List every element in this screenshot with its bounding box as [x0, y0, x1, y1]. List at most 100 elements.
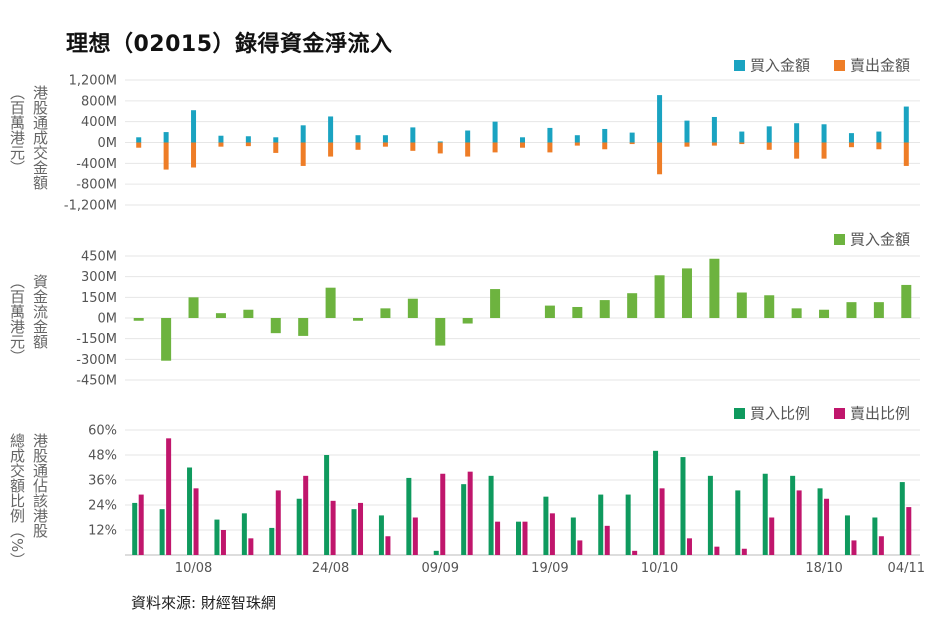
bar-1-1-17 [602, 128, 608, 143]
bar-3-1-0 [132, 502, 138, 555]
bar-3-1-4 [241, 513, 247, 555]
bar-3-1-10 [406, 477, 412, 555]
y-tick-label: 12% [88, 524, 117, 539]
bar-1-1-14 [520, 137, 525, 143]
bar-1-1-5 [273, 137, 279, 143]
bar-3-1-26 [844, 515, 850, 555]
bar-3-2-25 [824, 498, 830, 555]
legend-swatch [834, 408, 845, 419]
bar-2-1-2 [188, 297, 199, 318]
bar-3-1-23 [762, 473, 768, 555]
bar-1-1-24 [794, 123, 800, 143]
bar-3-2-28 [906, 507, 912, 555]
bar-3-1-27 [872, 517, 878, 555]
bar-1-2-2 [191, 142, 197, 168]
bar-1-2-23 [766, 142, 772, 150]
bar-2-1-0 [133, 318, 144, 321]
bar-3-2-4 [248, 538, 254, 555]
bar-3-1-18 [625, 494, 631, 555]
bar-1-2-22 [739, 142, 745, 145]
x-tick-label: 04/11 [888, 561, 925, 576]
bar-3-2-11 [440, 473, 446, 555]
legend-swatch [734, 60, 745, 71]
bar-3-2-3 [220, 530, 226, 555]
y-axis-label: 資金流金額 [31, 274, 49, 349]
bar-3-2-22 [741, 548, 747, 555]
bar-3-2-0 [138, 494, 144, 555]
bar-3-1-17 [598, 494, 604, 555]
bar-1-1-13 [492, 121, 498, 143]
x-tick-label: 10/10 [641, 561, 678, 576]
bar-2-1-13 [490, 289, 501, 318]
bar-2-1-8 [353, 318, 364, 321]
bar-1-1-2 [191, 110, 197, 143]
y-tick-label: 300M [81, 270, 117, 285]
bar-2-1-25 [819, 309, 830, 318]
bar-1-1-0 [136, 137, 142, 143]
bar-1-1-16 [574, 135, 580, 143]
legend-swatch [834, 60, 845, 71]
bar-3-2-2 [193, 488, 199, 555]
bar-1-1-11 [437, 141, 443, 143]
bar-3-2-16 [577, 540, 583, 555]
bar-2-1-19 [654, 275, 665, 318]
bar-1-1-23 [766, 126, 772, 143]
bar-1-2-17 [602, 142, 608, 150]
bar-3-2-9 [385, 536, 391, 555]
bar-3-1-25 [817, 488, 823, 555]
legend-swatch [834, 234, 845, 245]
bar-1-2-15 [547, 142, 553, 153]
legend-swatch [734, 408, 745, 419]
bar-1-2-16 [574, 142, 580, 146]
legend-label: 買入比例 [750, 405, 810, 423]
bar-2-1-6 [298, 318, 309, 336]
bar-1-1-26 [848, 133, 854, 143]
bar-3-1-16 [570, 517, 576, 555]
bar-1-2-28 [903, 142, 909, 166]
bar-1-1-21 [711, 116, 717, 143]
y-axis-label: 總成交額比例（%） [8, 432, 26, 567]
bar-3-2-21 [714, 546, 720, 555]
bar-3-1-5 [269, 527, 275, 555]
bar-2-1-22 [736, 292, 747, 318]
bar-3-2-26 [851, 540, 857, 555]
bar-1-2-1 [163, 142, 169, 170]
y-tick-label: 150M [81, 291, 117, 306]
bar-3-2-1 [166, 438, 172, 555]
x-tick-label: 18/10 [805, 561, 842, 576]
bar-3-1-12 [461, 484, 467, 555]
bar-2-1-27 [873, 302, 884, 318]
bar-1-2-6 [300, 142, 306, 166]
legend-label: 買入金額 [850, 231, 910, 249]
bar-1-2-14 [520, 142, 525, 148]
bar-3-2-23 [769, 517, 775, 555]
bar-3-1-9 [378, 515, 384, 555]
y-tick-label: -150M [76, 332, 117, 347]
bar-1-2-4 [245, 142, 251, 147]
y-tick-label: -300M [76, 353, 117, 368]
bar-2-1-18 [627, 293, 638, 318]
bar-3-2-8 [358, 502, 364, 555]
bar-3-1-22 [735, 490, 741, 555]
bar-2-1-21 [709, 258, 720, 318]
bar-1-2-20 [684, 142, 690, 147]
bar-2-1-26 [846, 302, 857, 318]
chart-title: 理想（02015）錄得資金淨流入 [66, 32, 393, 57]
bar-2-1-3 [215, 313, 226, 318]
bar-3-1-3 [214, 519, 220, 555]
bar-3-2-18 [632, 550, 638, 555]
bar-3-2-5 [275, 490, 281, 555]
bar-3-2-17 [604, 525, 610, 555]
bar-3-1-1 [159, 509, 165, 555]
bar-1-2-21 [711, 142, 717, 146]
bar-3-2-15 [549, 513, 555, 555]
bar-2-1-28 [901, 284, 912, 318]
bar-3-1-6 [296, 498, 302, 555]
bar-1-2-11 [437, 142, 443, 154]
bar-3-2-24 [796, 490, 802, 555]
bar-1-1-20 [684, 120, 690, 143]
bar-1-1-6 [300, 125, 306, 143]
bar-1-1-9 [382, 135, 388, 143]
y-tick-label: 0M [98, 136, 118, 151]
y-tick-label: 400M [81, 115, 117, 130]
